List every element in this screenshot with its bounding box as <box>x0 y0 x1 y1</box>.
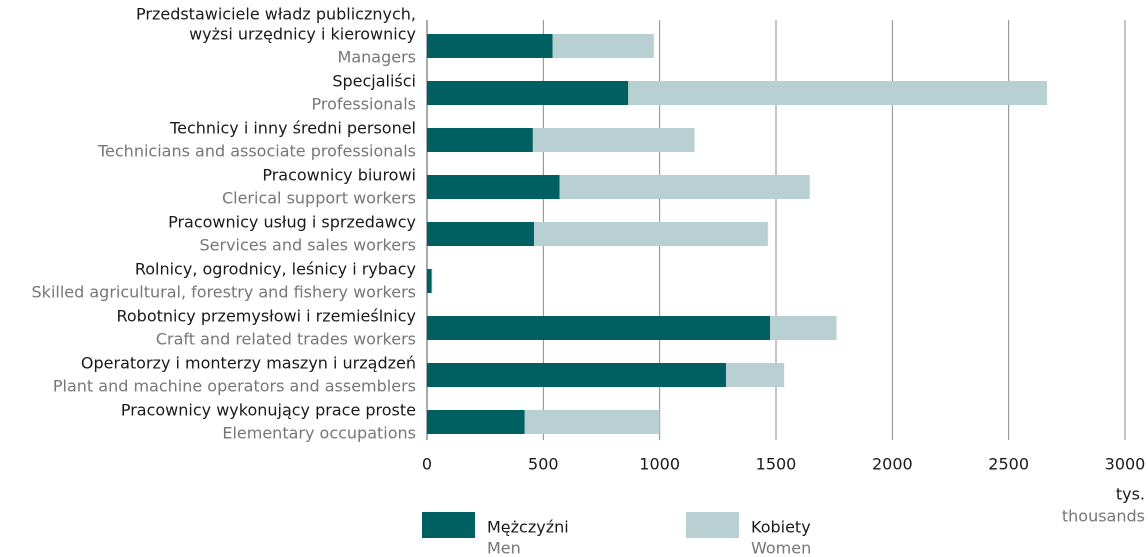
x-tick-label: 2500 <box>988 455 1029 474</box>
x-tick-label: 1500 <box>756 455 797 474</box>
category-label-en: Professionals <box>312 95 417 114</box>
category-label: Pracownicy usług i sprzedawcy <box>168 213 416 232</box>
x-tick-label: 0 <box>422 455 432 474</box>
legend-swatch <box>686 512 739 538</box>
bar <box>628 81 1048 105</box>
legend-label-en: Men <box>487 539 521 557</box>
category-label: Specjaliści <box>332 72 416 91</box>
bar <box>532 128 695 152</box>
x-tick-label: 2000 <box>872 455 913 474</box>
bar <box>770 316 837 340</box>
bar <box>534 222 768 246</box>
category-label-en: Services and sales workers <box>200 236 417 255</box>
bar <box>427 269 432 293</box>
bar <box>552 34 654 58</box>
legend-label-en: Women <box>751 539 811 557</box>
category-label-en: Managers <box>338 48 416 67</box>
bar <box>427 81 629 105</box>
bar <box>427 128 533 152</box>
category-label-en: Technicians and associate professionals <box>97 142 416 161</box>
category-label: Robotnicy przemysłowi i rzemieślnicy <box>116 307 416 326</box>
bar <box>524 410 660 434</box>
category-label: Rolnicy, ogrodnicy, leśnicy i rybacy <box>135 260 416 279</box>
bar <box>427 363 726 387</box>
legend-label: Mężczyźni <box>487 518 569 537</box>
bar <box>559 175 810 199</box>
legend-label: Kobiety <box>751 518 811 537</box>
x-axis-label-en: thousands <box>1062 507 1145 526</box>
bar <box>427 222 535 246</box>
category-label: wyżsi urzędnicy i kierownicy <box>189 25 416 44</box>
category-label-en: Elementary occupations <box>222 424 416 443</box>
category-label-en: Clerical support workers <box>222 189 416 208</box>
bar <box>427 410 525 434</box>
bar <box>431 269 433 293</box>
category-label: Operatorzy i monterzy maszyn i urządzeń <box>81 354 416 373</box>
bar <box>427 316 771 340</box>
x-tick-label: 3000 <box>1105 455 1146 474</box>
category-label-en: Plant and machine operators and assemble… <box>53 377 416 396</box>
category-label: Przedstawiciele władz publicznych, <box>136 5 416 24</box>
bar <box>427 34 553 58</box>
category-label-en: Craft and related trades workers <box>156 330 416 349</box>
category-label: Pracownicy biurowi <box>262 166 416 185</box>
bar <box>427 175 560 199</box>
x-tick-label: 1000 <box>639 455 680 474</box>
category-label-en: Skilled agricultural, forestry and fishe… <box>32 283 416 302</box>
bar <box>725 363 785 387</box>
x-axis-label: tys. <box>1116 485 1145 504</box>
x-tick-label: 500 <box>528 455 559 474</box>
category-label: Technicy i inny średni personel <box>169 119 416 138</box>
category-label: Pracownicy wykonujący prace proste <box>121 401 416 420</box>
legend-swatch <box>422 512 475 538</box>
